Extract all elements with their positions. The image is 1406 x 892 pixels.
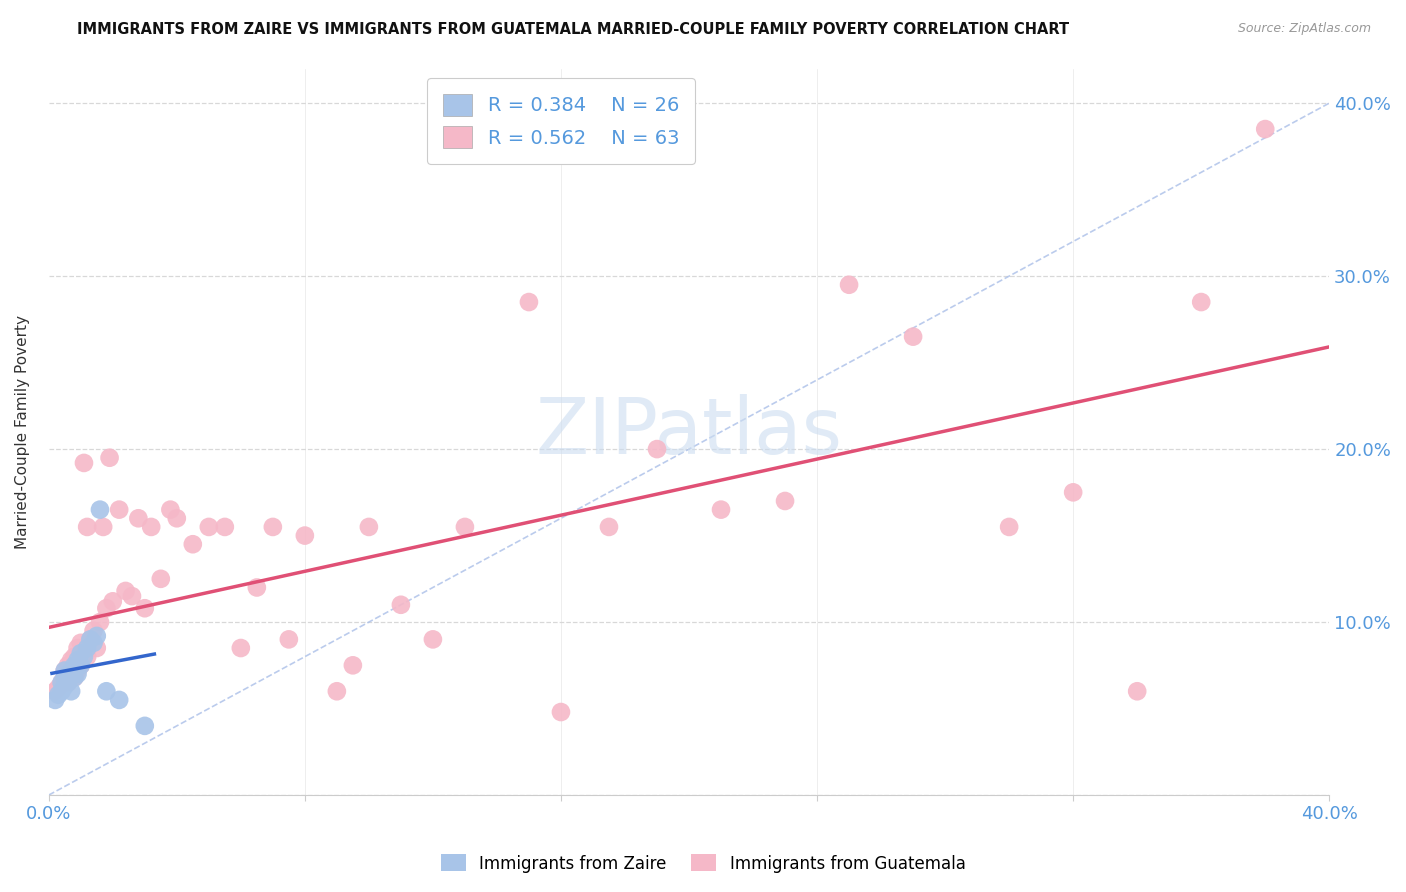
- Point: [229, 640, 252, 655]
- Point: [56, 675, 79, 690]
- Point: [73, 649, 96, 664]
- Point: [149, 572, 172, 586]
- Point: [773, 494, 796, 508]
- Point: [181, 537, 204, 551]
- Point: [63, 670, 86, 684]
- Point: [69, 646, 91, 660]
- Point: [76, 640, 98, 655]
- Point: [60, 664, 83, 678]
- Point: [56, 675, 79, 690]
- Point: [60, 667, 83, 681]
- Point: [53, 670, 76, 684]
- Point: [56, 667, 79, 681]
- Point: [342, 658, 364, 673]
- Point: [69, 658, 91, 673]
- Point: [66, 664, 89, 678]
- Point: [66, 667, 89, 681]
- Point: [159, 502, 181, 516]
- Point: [422, 632, 444, 647]
- Point: [246, 581, 269, 595]
- Point: [166, 511, 188, 525]
- Point: [48, 688, 70, 702]
- Point: [198, 520, 221, 534]
- Point: [1126, 684, 1149, 698]
- Text: IMMIGRANTS FROM ZAIRE VS IMMIGRANTS FROM GUATEMALA MARRIED-COUPLE FAMILY POVERTY: IMMIGRANTS FROM ZAIRE VS IMMIGRANTS FROM…: [77, 22, 1070, 37]
- Point: [96, 601, 118, 615]
- Point: [357, 520, 380, 534]
- Point: [141, 520, 163, 534]
- Point: [51, 684, 73, 698]
- Y-axis label: Married-Couple Family Poverty: Married-Couple Family Poverty: [15, 315, 30, 549]
- Point: [44, 693, 66, 707]
- Point: [1189, 295, 1212, 310]
- Point: [69, 636, 91, 650]
- Text: Source: ZipAtlas.com: Source: ZipAtlas.com: [1237, 22, 1371, 36]
- Point: [86, 640, 108, 655]
- Point: [127, 511, 149, 525]
- Point: [96, 684, 118, 698]
- Point: [83, 624, 105, 638]
- Point: [53, 679, 76, 693]
- Point: [277, 632, 299, 647]
- Point: [89, 502, 111, 516]
- Point: [63, 658, 86, 673]
- Point: [66, 653, 89, 667]
- Point: [901, 329, 924, 343]
- Point: [134, 601, 156, 615]
- Point: [101, 594, 124, 608]
- Point: [838, 277, 860, 292]
- Point: [51, 675, 73, 690]
- Legend: Immigrants from Zaire, Immigrants from Guatemala: Immigrants from Zaire, Immigrants from G…: [434, 847, 972, 880]
- Point: [53, 670, 76, 684]
- Point: [550, 705, 572, 719]
- Point: [73, 646, 96, 660]
- Point: [44, 684, 66, 698]
- Point: [53, 664, 76, 678]
- Point: [294, 528, 316, 542]
- Point: [326, 684, 349, 698]
- Point: [134, 719, 156, 733]
- Point: [1254, 122, 1277, 136]
- Point: [63, 649, 86, 664]
- Point: [66, 640, 89, 655]
- Point: [83, 636, 105, 650]
- Legend: R = 0.384    N = 26, R = 0.562    N = 63: R = 0.384 N = 26, R = 0.562 N = 63: [427, 78, 695, 164]
- Point: [91, 520, 114, 534]
- Point: [454, 520, 477, 534]
- Point: [89, 615, 111, 629]
- Point: [86, 629, 108, 643]
- Point: [48, 681, 70, 695]
- Point: [1062, 485, 1084, 500]
- Point: [60, 653, 83, 667]
- Point: [108, 502, 131, 516]
- Point: [645, 442, 668, 456]
- Point: [389, 598, 412, 612]
- Point: [517, 295, 540, 310]
- Point: [76, 649, 98, 664]
- Point: [79, 632, 101, 647]
- Point: [710, 502, 733, 516]
- Point: [60, 684, 83, 698]
- Point: [69, 658, 91, 673]
- Point: [51, 675, 73, 690]
- Point: [998, 520, 1021, 534]
- Text: ZIPatlas: ZIPatlas: [536, 393, 842, 470]
- Point: [63, 670, 86, 684]
- Point: [121, 589, 143, 603]
- Point: [114, 583, 136, 598]
- Point: [56, 658, 79, 673]
- Point: [73, 456, 96, 470]
- Point: [214, 520, 236, 534]
- Point: [98, 450, 121, 465]
- Point: [598, 520, 620, 534]
- Point: [76, 520, 98, 534]
- Point: [262, 520, 284, 534]
- Point: [53, 664, 76, 678]
- Point: [108, 693, 131, 707]
- Point: [79, 632, 101, 647]
